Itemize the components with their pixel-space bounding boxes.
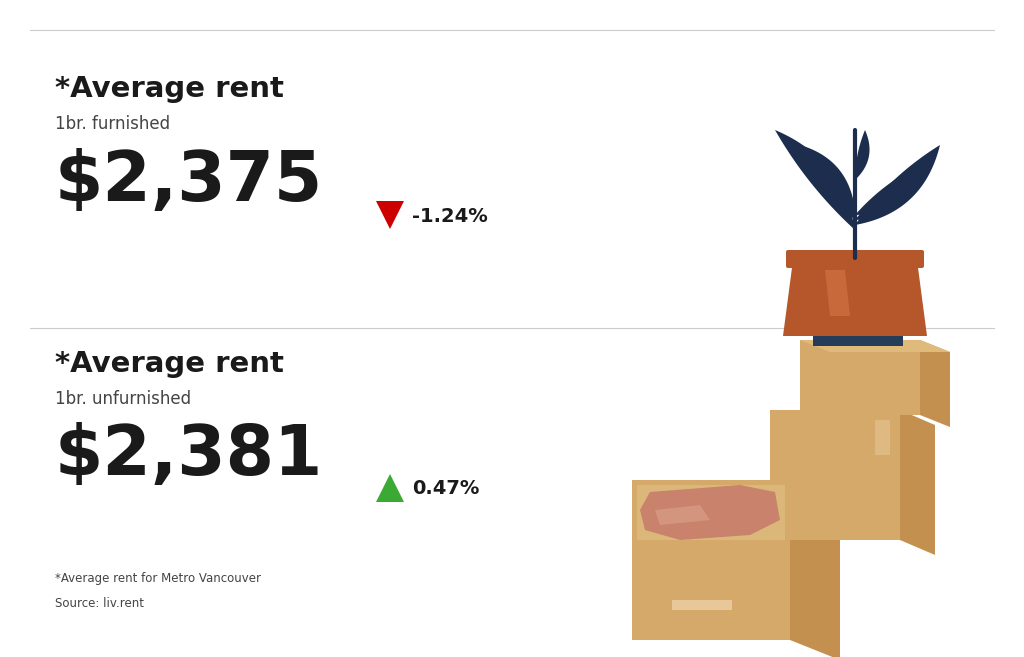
Polygon shape xyxy=(874,420,890,455)
Polygon shape xyxy=(655,505,710,525)
Polygon shape xyxy=(632,480,790,640)
Polygon shape xyxy=(855,165,920,215)
Text: 0.47%: 0.47% xyxy=(412,480,479,499)
Polygon shape xyxy=(775,130,855,230)
Text: 1br. furnished: 1br. furnished xyxy=(55,115,170,133)
Polygon shape xyxy=(790,480,840,657)
Polygon shape xyxy=(900,410,935,555)
Polygon shape xyxy=(672,600,732,610)
Polygon shape xyxy=(815,170,855,220)
Polygon shape xyxy=(825,270,850,316)
Text: 1br. unfurnished: 1br. unfurnished xyxy=(55,390,191,408)
Polygon shape xyxy=(376,201,404,229)
Text: *Average rent for Metro Vancouver: *Average rent for Metro Vancouver xyxy=(55,572,261,585)
Polygon shape xyxy=(640,485,780,540)
Text: -1.24%: -1.24% xyxy=(412,206,487,225)
Polygon shape xyxy=(813,336,903,346)
Polygon shape xyxy=(376,474,404,502)
Polygon shape xyxy=(800,340,920,415)
Polygon shape xyxy=(855,185,895,220)
Polygon shape xyxy=(855,145,940,225)
Polygon shape xyxy=(855,130,869,180)
Polygon shape xyxy=(800,340,950,352)
Polygon shape xyxy=(920,340,950,427)
Text: $2,381: $2,381 xyxy=(55,422,324,489)
Polygon shape xyxy=(637,485,785,540)
Polygon shape xyxy=(800,145,855,210)
Polygon shape xyxy=(783,260,927,336)
FancyBboxPatch shape xyxy=(786,250,924,268)
Text: $2,375: $2,375 xyxy=(55,148,324,215)
Polygon shape xyxy=(770,410,900,540)
Text: *Average rent: *Average rent xyxy=(55,350,284,378)
Text: *Average rent: *Average rent xyxy=(55,75,284,103)
Text: Source: liv.rent: Source: liv.rent xyxy=(55,597,144,610)
